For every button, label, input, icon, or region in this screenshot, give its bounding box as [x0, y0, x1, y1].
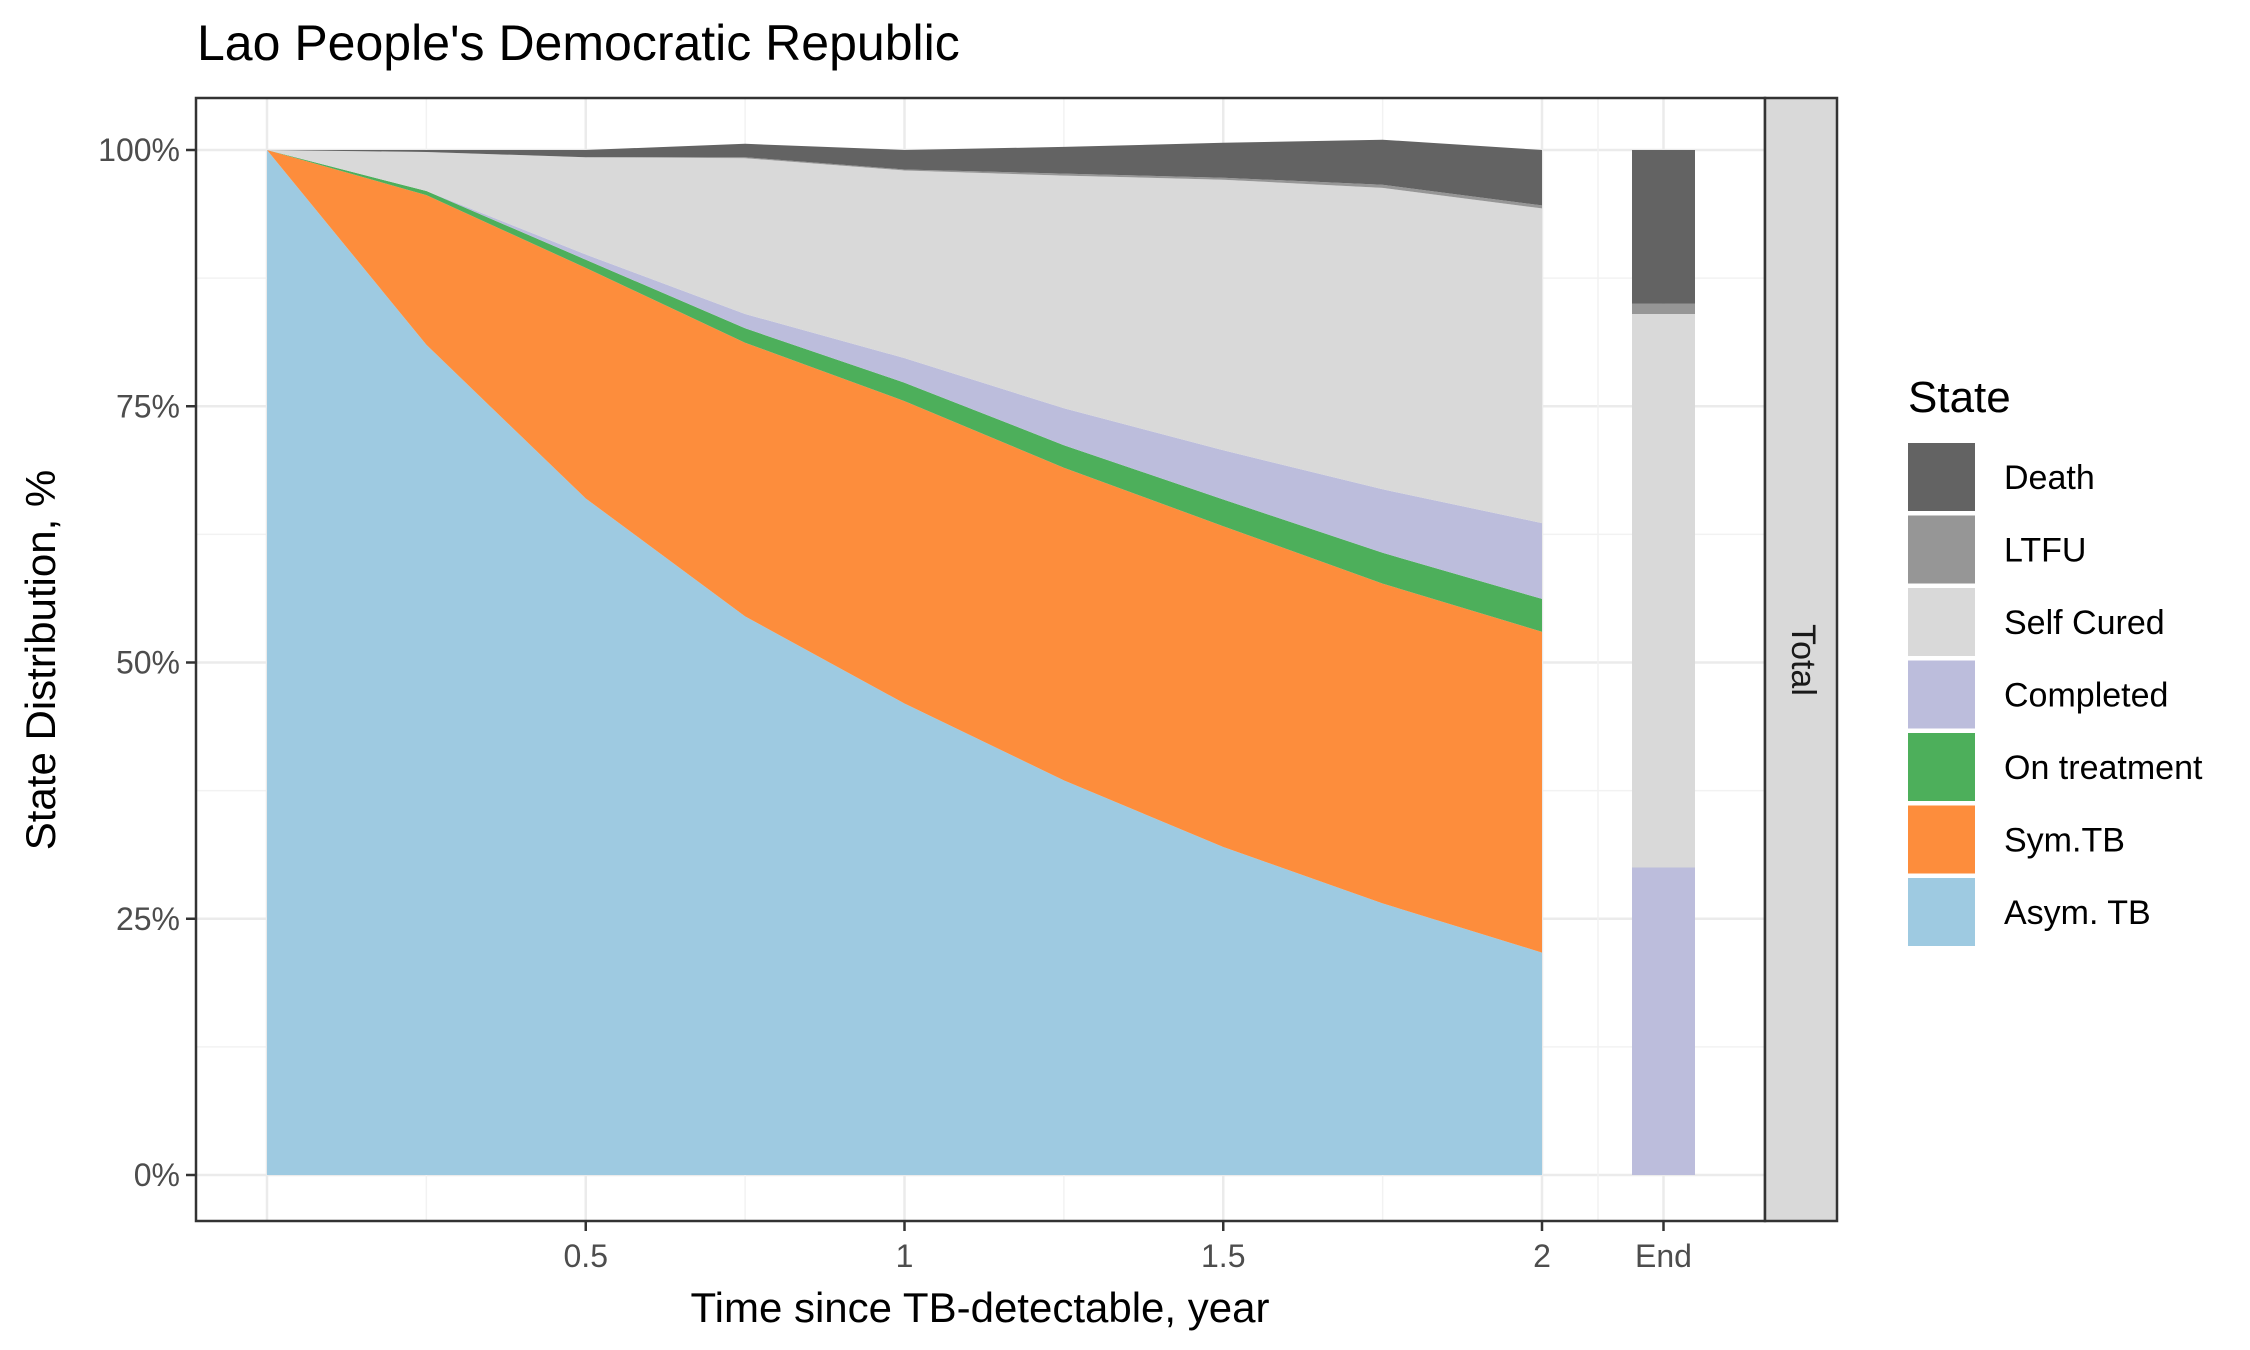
end-bar [1632, 150, 1695, 1175]
chart-title: Lao People's Democratic Republic [197, 15, 960, 71]
area-death [267, 139, 1542, 206]
end-bar-death [1632, 150, 1695, 304]
legend-key [1908, 733, 1975, 801]
legend-label: Completed [2004, 677, 2168, 715]
end-bar-ltfu [1632, 303, 1695, 314]
x-axis-label: Time since TB-detectable, year [691, 1284, 1270, 1331]
legend-key [1908, 443, 1975, 511]
x-tick-label-end: End [1635, 1238, 1692, 1274]
legend-label: Sym.TB [2004, 822, 2125, 860]
legend-label: On treatment [2004, 749, 2203, 787]
legend-label: LTFU [2004, 532, 2086, 570]
end-bar-self-cured [1632, 314, 1695, 868]
area-completed [267, 150, 1542, 599]
legend-key [1908, 588, 1975, 656]
legend-label: Asym. TB [2004, 894, 2151, 932]
x-tick-label: 1.5 [1201, 1238, 1245, 1274]
facet-strip [1763, 96, 1839, 1223]
y-axis-label: State Distribution, % [17, 470, 64, 851]
area-self-cured [267, 150, 1542, 524]
legend-key [1908, 878, 1975, 946]
legend: State Death LTFU Self Cured Completed On tre… [1908, 373, 2203, 946]
y-tick-label: 50% [116, 645, 180, 681]
x-tick-label: 0.5 [564, 1238, 608, 1274]
legend-title: State [1908, 373, 2011, 422]
legend-key [1908, 805, 1975, 874]
x-tick-label: 2 [1533, 1238, 1551, 1274]
y-tick-label: 100% [98, 132, 180, 168]
y-tick-label: 0% [134, 1157, 180, 1193]
y-axis: 0% 25% 50% 75% 100% [98, 132, 196, 1193]
legend-key [1908, 660, 1975, 729]
area-on-treatment [267, 150, 1542, 632]
x-axis: 0.5 1 1.5 2 End [564, 1221, 1692, 1274]
legend-label: Self Cured [2004, 604, 2165, 642]
legend-key [1908, 515, 1975, 584]
area-sym-tb [267, 150, 1542, 953]
y-tick-label: 25% [116, 901, 180, 937]
facet-label: Total [1784, 624, 1822, 696]
y-tick-label: 75% [116, 388, 180, 424]
stacked-areas [267, 139, 1542, 1175]
x-tick-label: 1 [896, 1238, 914, 1274]
legend-label: Death [2004, 459, 2095, 497]
area-asym-tb [267, 150, 1542, 1175]
end-bar-completed [1632, 867, 1695, 1175]
